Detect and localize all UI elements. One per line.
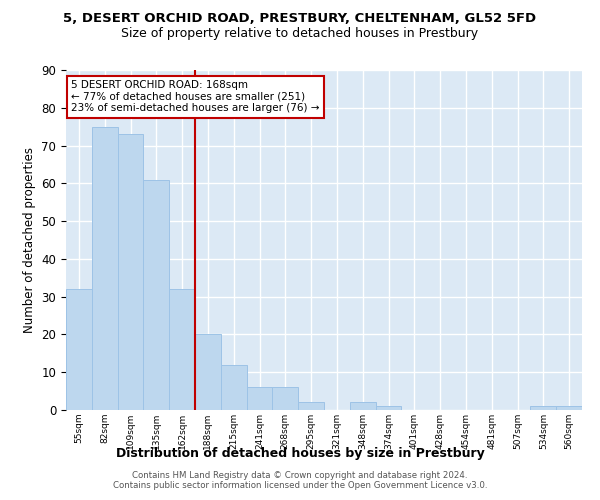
Text: 5, DESERT ORCHID ROAD, PRESTBURY, CHELTENHAM, GL52 5FD: 5, DESERT ORCHID ROAD, PRESTBURY, CHELTE… (64, 12, 536, 26)
Text: Contains HM Land Registry data © Crown copyright and database right 2024.
Contai: Contains HM Land Registry data © Crown c… (113, 470, 487, 490)
Bar (118, 134, 143, 410)
Bar (221, 364, 247, 410)
Bar (92, 126, 118, 410)
Bar (376, 406, 401, 410)
Bar (247, 388, 272, 410)
Bar (66, 289, 92, 410)
Bar (169, 289, 195, 410)
Text: 5 DESERT ORCHID ROAD: 168sqm
← 77% of detached houses are smaller (251)
23% of s: 5 DESERT ORCHID ROAD: 168sqm ← 77% of de… (71, 80, 320, 114)
Bar (272, 388, 298, 410)
Text: Size of property relative to detached houses in Prestbury: Size of property relative to detached ho… (121, 28, 479, 40)
Bar (350, 402, 376, 410)
Bar (298, 402, 324, 410)
Y-axis label: Number of detached properties: Number of detached properties (23, 147, 36, 333)
Bar (556, 406, 582, 410)
Bar (143, 180, 169, 410)
Bar (530, 406, 556, 410)
Text: Distribution of detached houses by size in Prestbury: Distribution of detached houses by size … (116, 448, 484, 460)
Bar (195, 334, 221, 410)
